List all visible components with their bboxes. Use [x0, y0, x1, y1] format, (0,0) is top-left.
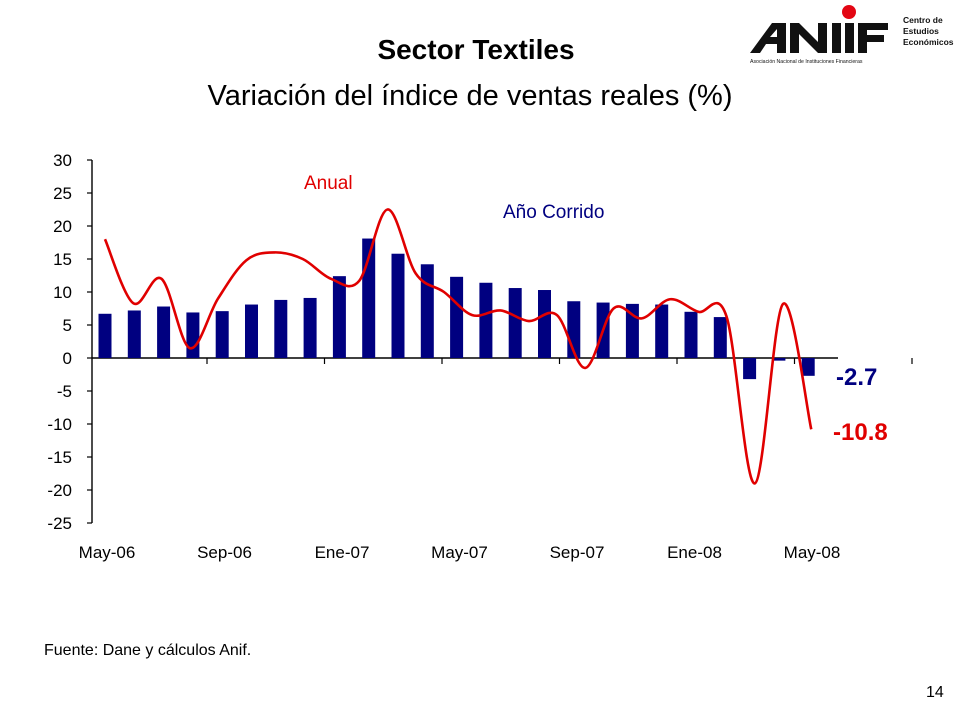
bar-ano-corrido [743, 358, 757, 380]
y-tick-label: 5 [63, 316, 72, 335]
y-tick-label: 20 [53, 217, 72, 236]
bar-ano-corrido [684, 311, 698, 358]
line-anual [103, 208, 813, 485]
anif-logo: Asociación Nacional de Instituciones Fin… [750, 5, 954, 65]
x-tick-label: Ene-08 [667, 543, 722, 562]
logo-letter-i [832, 23, 841, 53]
chart-title: Sector Textiles [377, 34, 575, 65]
bar-ano-corrido [538, 290, 551, 358]
x-tick-label: Sep-06 [197, 543, 252, 562]
y-tick-label: 10 [53, 283, 72, 302]
bar-ano-corrido [801, 358, 815, 376]
bar-ano-corrido [215, 311, 229, 358]
bar-ano-corrido [420, 264, 434, 358]
y-tick-label: 30 [53, 151, 72, 170]
bar-ano-corrido [303, 297, 317, 358]
y-tick-label: -15 [47, 448, 72, 467]
logo-side-text-3: Económicos [903, 37, 954, 47]
bar-ano-corrido [332, 276, 346, 358]
logo-letter-i2 [845, 23, 854, 53]
bar-ano-corrido [450, 276, 464, 358]
x-tick-label: May-06 [79, 543, 136, 562]
bar-ano-corrido [186, 312, 200, 358]
bar-ano-corrido [127, 310, 141, 358]
bar-ano-corrido [479, 282, 493, 358]
y-tick-label: -20 [47, 481, 72, 500]
x-tick-label: May-08 [784, 543, 841, 562]
y-tick-label: 25 [53, 184, 72, 203]
y-tick-label: -5 [57, 382, 72, 401]
bar-ano-corrido [274, 299, 288, 358]
y-tick-label: -25 [47, 514, 72, 533]
bar-ano-corrido [245, 304, 258, 358]
bar-ano-corrido [157, 306, 171, 358]
logo-letter-n [790, 23, 827, 53]
logo-side-text-1: Centro de [903, 15, 943, 25]
logo-red-dot [842, 5, 856, 19]
series-label-anual: Anual [304, 173, 353, 194]
x-tick-label: Sep-07 [550, 543, 605, 562]
source-note: Fuente: Dane y cálculos Anif. [44, 642, 252, 659]
y-tick-label: -10 [47, 415, 72, 434]
logo-tagline: Asociación Nacional de Instituciones Fin… [750, 59, 863, 65]
end-label-anual: -10.8 [833, 419, 888, 446]
logo-side-text-2: Estudios [903, 26, 939, 36]
logo-letter-a [750, 23, 786, 53]
end-label-ano-corrido: -2.7 [836, 364, 877, 391]
y-tick-label: 15 [53, 250, 72, 269]
chart: 30 25 20 15 10 5 0 -5 -10 -15 -20 -25 Anual Año Corri… [47, 151, 913, 562]
bar-ano-corrido [772, 358, 786, 361]
logo-letter-f [858, 23, 888, 53]
chart-subtitle: Variación del índice de ventas reales (%… [207, 80, 733, 112]
page-number: 14 [926, 684, 944, 701]
x-tick-label: May-07 [431, 543, 488, 562]
bar-ano-corrido [508, 288, 522, 358]
bar-ano-corrido [655, 304, 669, 358]
bar-ano-corrido [391, 253, 405, 358]
bar-ano-corrido [98, 313, 112, 358]
x-tick-label: Ene-07 [315, 543, 370, 562]
series-label-ano-corrido: Año Corrido [503, 202, 604, 223]
y-tick-label: 0 [63, 349, 72, 368]
bar-ano-corrido [713, 317, 727, 358]
